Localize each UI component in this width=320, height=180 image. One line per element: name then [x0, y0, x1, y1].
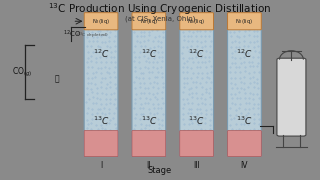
- FancyBboxPatch shape: [84, 130, 118, 157]
- FancyBboxPatch shape: [132, 13, 166, 30]
- Text: $^{13}$C: $^{13}$C: [188, 114, 205, 127]
- Text: II: II: [147, 161, 151, 170]
- FancyBboxPatch shape: [84, 13, 118, 157]
- Text: N$_2$(liq): N$_2$(liq): [140, 17, 158, 26]
- Text: IV: IV: [241, 161, 248, 170]
- Text: $^{12}$C: $^{12}$C: [93, 48, 109, 60]
- Text: CO$_{(g)}$: CO$_{(g)}$: [12, 66, 32, 79]
- FancyBboxPatch shape: [180, 130, 213, 157]
- FancyBboxPatch shape: [228, 13, 261, 30]
- FancyBboxPatch shape: [180, 13, 213, 30]
- Text: $^{13}$C: $^{13}$C: [236, 114, 253, 127]
- FancyBboxPatch shape: [84, 13, 118, 30]
- Text: N$_2$(liq): N$_2$(liq): [235, 17, 254, 26]
- Text: $^{13}$C Production Using Cryogenic Distillation: $^{13}$C Production Using Cryogenic Dist…: [48, 2, 272, 17]
- Text: $^{12}$C: $^{12}$C: [140, 48, 157, 60]
- Text: $^{12}$C: $^{12}$C: [188, 48, 205, 60]
- Text: $^{12}$CO: $^{12}$CO: [63, 29, 81, 40]
- Text: I: I: [100, 161, 102, 170]
- Text: ⛹: ⛹: [54, 75, 59, 84]
- FancyBboxPatch shape: [228, 13, 261, 157]
- Text: N$_2$(liq): N$_2$(liq): [188, 17, 206, 26]
- Text: N$_2$(liq): N$_2$(liq): [92, 17, 110, 26]
- Text: $^{13}$C: $^{13}$C: [140, 114, 157, 127]
- Text: III: III: [193, 161, 200, 170]
- FancyBboxPatch shape: [180, 13, 213, 157]
- Text: (at CIS, Xenia, Ohio): (at CIS, Xenia, Ohio): [125, 16, 195, 22]
- Text: Stage: Stage: [148, 166, 172, 175]
- Text: $^{12}$C: $^{12}$C: [236, 48, 253, 60]
- FancyBboxPatch shape: [228, 130, 261, 157]
- FancyBboxPatch shape: [277, 58, 306, 136]
- Text: $^{13}$C: $^{13}$C: [93, 114, 109, 127]
- FancyBboxPatch shape: [132, 130, 166, 157]
- FancyBboxPatch shape: [132, 13, 166, 157]
- Text: ($^{13}$C depleted): ($^{13}$C depleted): [76, 31, 108, 41]
